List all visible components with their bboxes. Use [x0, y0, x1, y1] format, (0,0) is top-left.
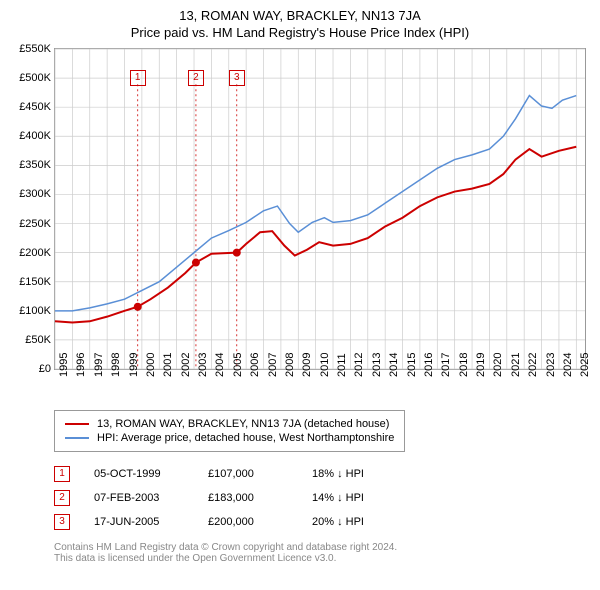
legend-swatch	[65, 437, 89, 439]
legend-row: 13, ROMAN WAY, BRACKLEY, NN13 7JA (detac…	[65, 417, 394, 431]
x-axis-label: 2021	[510, 353, 522, 377]
y-axis-label: £550K	[11, 43, 51, 55]
x-axis-label: 2024	[562, 353, 574, 377]
plot-svg	[55, 49, 585, 369]
x-axis-label: 2003	[197, 353, 209, 377]
sale-delta: 14% ↓ HPI	[312, 492, 364, 504]
x-axis-label: 2006	[249, 353, 261, 377]
sale-date: 05-OCT-1999	[94, 468, 184, 480]
sales-table: 1 05-OCT-1999 £107,000 18% ↓ HPI 2 07-FEB-200…	[54, 462, 592, 534]
x-axis-label: 2011	[336, 353, 348, 377]
x-axis-label: 2004	[214, 353, 226, 377]
legend: 13, ROMAN WAY, BRACKLEY, NN13 7JA (detac…	[54, 410, 405, 452]
sale-date: 17-JUN-2005	[94, 516, 184, 528]
x-axis-label: 2017	[440, 353, 452, 377]
x-axis-label: 2000	[145, 353, 157, 377]
sale-marker-box: 3	[229, 70, 245, 86]
x-axis-label: 2002	[180, 353, 192, 377]
x-axis-label: 2025	[579, 353, 591, 377]
sale-row-marker: 2	[54, 490, 70, 506]
sale-row: 1 05-OCT-1999 £107,000 18% ↓ HPI	[54, 462, 592, 486]
legend-swatch	[65, 423, 89, 425]
title-address: 13, ROMAN WAY, BRACKLEY, NN13 7JA	[8, 8, 592, 23]
footer: Contains HM Land Registry data © Crown c…	[54, 542, 592, 564]
x-axis-label: 2014	[388, 353, 400, 377]
sale-marker-box: 2	[188, 70, 204, 86]
sale-date: 07-FEB-2003	[94, 492, 184, 504]
chart-titles: 13, ROMAN WAY, BRACKLEY, NN13 7JA Price …	[8, 8, 592, 40]
x-axis-label: 2020	[492, 353, 504, 377]
sale-row-marker: 1	[54, 466, 70, 482]
y-axis-label: £200K	[11, 247, 51, 259]
y-axis-label: £100K	[11, 305, 51, 317]
x-axis-label: 2013	[371, 353, 383, 377]
x-axis-label: 2007	[267, 353, 279, 377]
y-axis-label: £300K	[11, 188, 51, 200]
x-axis-label: 2008	[284, 353, 296, 377]
x-axis-label: 2001	[162, 353, 174, 377]
x-axis-label: 2019	[475, 353, 487, 377]
sale-marker-box: 1	[130, 70, 146, 86]
x-axis-label: 2023	[545, 353, 557, 377]
x-axis-label: 2010	[319, 353, 331, 377]
sale-price: £107,000	[208, 468, 288, 480]
legend-label: HPI: Average price, detached house, West…	[97, 432, 394, 444]
y-axis-label: £500K	[11, 72, 51, 84]
x-axis-label: 2009	[301, 353, 313, 377]
x-axis-label: 1995	[58, 353, 70, 377]
sale-price: £183,000	[208, 492, 288, 504]
x-axis-label: 2005	[232, 353, 244, 377]
x-axis-label: 1996	[75, 353, 87, 377]
x-axis-label: 2016	[423, 353, 435, 377]
legend-label: 13, ROMAN WAY, BRACKLEY, NN13 7JA (detac…	[97, 418, 389, 430]
sale-row: 3 17-JUN-2005 £200,000 20% ↓ HPI	[54, 510, 592, 534]
plot-area: £0£50K£100K£150K£200K£250K£300K£350K£400…	[8, 48, 592, 370]
x-axis-label: 2015	[406, 353, 418, 377]
y-axis-label: £50K	[11, 334, 51, 346]
y-axis-label: £150K	[11, 276, 51, 288]
y-axis-label: £0	[11, 363, 51, 375]
footer-line-1: Contains HM Land Registry data © Crown c…	[54, 542, 592, 553]
x-axis-label: 1999	[128, 353, 140, 377]
y-axis-label: £250K	[11, 218, 51, 230]
x-axis-label: 2018	[458, 353, 470, 377]
footer-line-2: This data is licensed under the Open Gov…	[54, 553, 592, 564]
sale-row-marker: 3	[54, 514, 70, 530]
chart-container: 13, ROMAN WAY, BRACKLEY, NN13 7JA Price …	[8, 8, 592, 564]
x-axis-label: 1997	[93, 353, 105, 377]
sale-delta: 18% ↓ HPI	[312, 468, 364, 480]
sale-delta: 20% ↓ HPI	[312, 516, 364, 528]
x-axis-label: 1998	[110, 353, 122, 377]
legend-row: HPI: Average price, detached house, West…	[65, 431, 394, 445]
y-axis-label: £450K	[11, 101, 51, 113]
y-axis-label: £350K	[11, 159, 51, 171]
y-axis-label: £400K	[11, 130, 51, 142]
title-subtitle: Price paid vs. HM Land Registry's House …	[8, 25, 592, 40]
plot-box: £0£50K£100K£150K£200K£250K£300K£350K£400…	[54, 48, 586, 370]
x-axis-label: 2022	[527, 353, 539, 377]
x-axis-label: 2012	[353, 353, 365, 377]
sale-price: £200,000	[208, 516, 288, 528]
sale-row: 2 07-FEB-2003 £183,000 14% ↓ HPI	[54, 486, 592, 510]
